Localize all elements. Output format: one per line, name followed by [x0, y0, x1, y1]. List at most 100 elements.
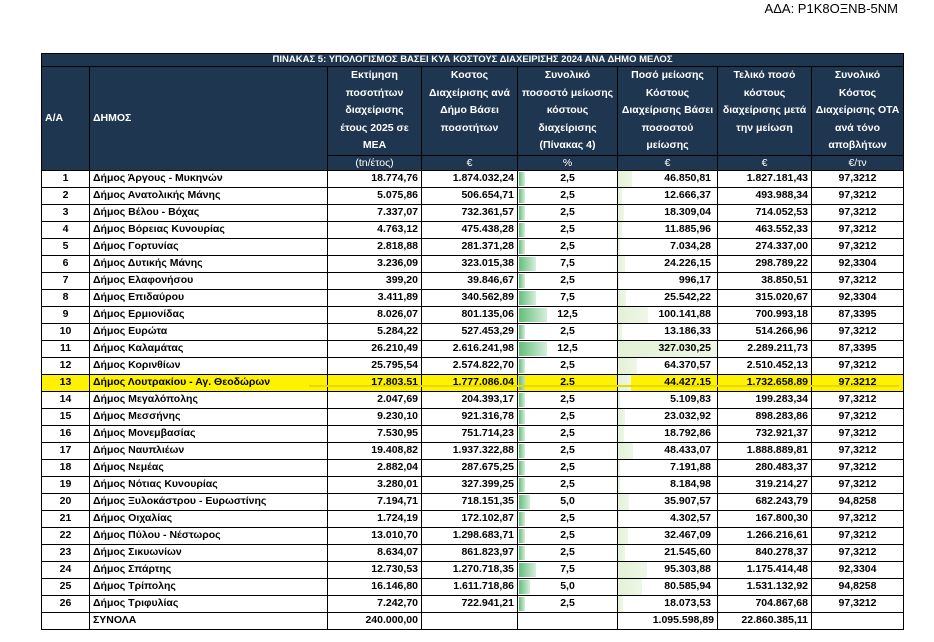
poso-databar	[618, 256, 626, 271]
cell-dimos: Δήμος Σικυωνίων	[89, 543, 328, 562]
cell-aa: 5	[41, 237, 90, 256]
pososto-databar	[519, 205, 525, 220]
cell-poso: 25.542,22	[617, 288, 718, 307]
cell-synoliko: 97,3212	[810, 169, 905, 188]
cell-pososto: 2,5	[517, 373, 618, 392]
cell-synoliko: 97,3212	[810, 186, 905, 205]
cell-dimos: Δήμος Ανατολικής Μάνης	[89, 186, 328, 205]
poso-databar	[618, 392, 620, 407]
unit-poso: €	[617, 154, 718, 171]
poso-databar	[618, 545, 625, 560]
poso-value: 35.907,57	[664, 495, 711, 507]
cell-dimos: Δήμος Μεσσήνης	[89, 407, 328, 426]
cell-teliko: 199.283,34	[717, 390, 812, 409]
cell-dimos: Δήμος Τρίπολης	[89, 577, 328, 596]
cost-table: ΠΙΝΑΚΑΣ 5: ΥΠΟΛΟΓΙΣΜΟΣ ΒΑΣΕΙ ΚΥΑ ΚΟΣΤΟΥΣ…	[40, 53, 905, 630]
cell-dimos: Δήμος Ερμιονίδας	[89, 305, 328, 324]
header-ektimisi: Εκτίμηση ποσοτήτων διαχείρισης έτους 202…	[327, 66, 422, 156]
cell-kostos: 1.270.718,35	[421, 560, 518, 579]
cell-ektimisi: 26.210,49	[327, 339, 422, 358]
cell-poso: 327.030,25	[617, 339, 718, 358]
cell-dimos: Δήμος Οιχαλίας	[89, 509, 328, 528]
poso-value: 64.370,57	[664, 359, 711, 371]
unit-teliko: €	[717, 154, 812, 171]
cell-ektimisi: 12.730,53	[327, 560, 422, 579]
cell-kostos: 281.371,28	[421, 237, 518, 256]
cell-aa: 1	[41, 169, 90, 188]
cell-kostos: 204.393,17	[421, 390, 518, 409]
cell-poso: 8.184,98	[617, 475, 718, 494]
cell-pososto: 2,5	[517, 526, 618, 545]
cell-aa: 17	[41, 441, 90, 460]
cell-poso: 21.545,60	[617, 543, 718, 562]
cell-pososto: 2,5	[517, 441, 618, 460]
poso-value: 48.433,07	[664, 444, 711, 456]
cell-kostos: 172.102,87	[421, 509, 518, 528]
poso-value: 11.885,96	[664, 223, 711, 235]
cell-kostos: 340.562,89	[421, 288, 518, 307]
cell-poso: 100.141,88	[617, 305, 718, 324]
cell-synoliko: 97,3212	[810, 543, 905, 562]
cell-synoliko: 97,3212	[810, 475, 905, 494]
poso-databar	[618, 171, 633, 186]
table-row: 3 Δήμος Βέλου - Βόχας 7.337,07 732.361,57 2,…	[41, 203, 905, 222]
pososto-value: 12,5	[557, 308, 578, 320]
totals-kostos	[421, 611, 518, 630]
cell-dimos: Δήμος Λουτρακίου - Αγ. Θεοδώρων	[89, 373, 328, 392]
cell-pososto: 2,5	[517, 594, 618, 613]
pososto-databar	[519, 494, 531, 509]
cell-synoliko: 92,3304	[810, 560, 905, 579]
cell-poso: 18.792,86	[617, 424, 718, 443]
poso-databar	[618, 443, 633, 458]
table-row: 17 Δήμος Ναυπλιέων 19.408,82 1.937.322,88 2,…	[41, 441, 905, 460]
cell-kostos: 722.941,21	[421, 594, 518, 613]
poso-value: 95.303,88	[664, 563, 711, 575]
poso-databar	[618, 494, 629, 509]
cell-pososto: 7,5	[517, 288, 618, 307]
poso-databar	[618, 188, 622, 203]
pososto-databar	[519, 171, 525, 186]
cell-teliko: 1.732.658,89	[717, 373, 812, 392]
cell-pososto: 2,5	[517, 271, 618, 290]
cell-dimos: Δήμος Τριφυλίας	[89, 594, 328, 613]
cell-dimos: Δήμος Κορινθίων	[89, 356, 328, 375]
pososto-value: 2,5	[560, 410, 575, 422]
cell-dimos: Δήμος Επιδαύρου	[89, 288, 328, 307]
poso-databar	[618, 239, 621, 254]
cell-ektimisi: 17.803,51	[327, 373, 422, 392]
cell-pososto: 2,5	[517, 186, 618, 205]
cell-pososto: 2,5	[517, 220, 618, 239]
table-row: 21 Δήμος Οιχαλίας 1.724,19 172.102,87 2,5 4.3…	[41, 509, 905, 528]
pososto-value: 2,5	[560, 461, 575, 473]
cell-dimos: Δήμος Γορτυνίας	[89, 237, 328, 256]
cell-aa: 19	[41, 475, 90, 494]
cell-pososto: 2,5	[517, 424, 618, 443]
pososto-databar	[519, 188, 525, 203]
cell-synoliko: 97,3212	[810, 220, 905, 239]
pososto-value: 2,5	[560, 223, 575, 235]
cell-kostos: 2.574.822,70	[421, 356, 518, 375]
totals-synoliko	[810, 611, 905, 630]
header-dimos: ΔΗΜΟΣ	[89, 66, 328, 171]
cell-pososto: 2,5	[517, 356, 618, 375]
cell-ektimisi: 5.284,22	[327, 322, 422, 341]
poso-value: 21.545,60	[664, 546, 711, 558]
cell-ektimisi: 7.530,95	[327, 424, 422, 443]
cell-pososto: 2,5	[517, 458, 618, 477]
cell-kostos: 1.874.032,24	[421, 169, 518, 188]
cell-poso: 80.585,94	[617, 577, 718, 596]
cell-poso: 64.370,57	[617, 356, 718, 375]
header-aa: Α/Α	[41, 66, 90, 171]
cell-pososto: 2,5	[517, 203, 618, 222]
cell-teliko: 1.531.132,92	[717, 577, 812, 596]
cell-kostos: 2.616.241,98	[421, 339, 518, 358]
table-row: 26 Δήμος Τριφυλίας 7.242,70 722.941,21 2,5 18…	[41, 594, 905, 613]
pososto-value: 2,5	[560, 172, 575, 184]
cell-synoliko: 97,3212	[810, 458, 905, 477]
table-row: 14 Δήμος Μεγαλόπολης 2.047,69 204.393,17 2,5…	[41, 390, 905, 409]
table-row: 19 Δήμος Νότιας Κυνουρίας 3.280,01 327.399,…	[41, 475, 905, 494]
cell-poso: 23.032,92	[617, 407, 718, 426]
cell-aa: 24	[41, 560, 90, 579]
pososto-value: 12,5	[557, 342, 578, 354]
cell-synoliko: 97,3212	[810, 237, 905, 256]
